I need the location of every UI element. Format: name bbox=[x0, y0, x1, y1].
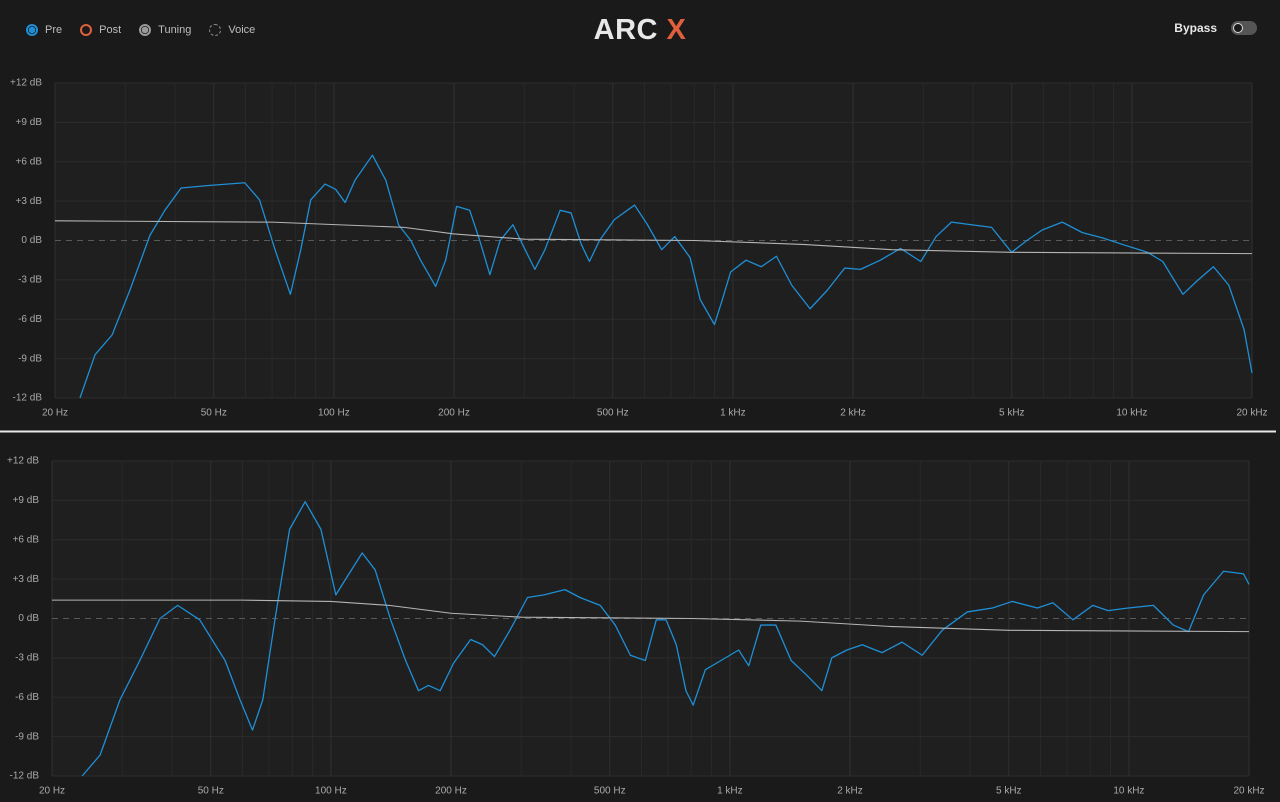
legend-icon bbox=[80, 24, 93, 36]
legend-label: Voice bbox=[228, 24, 256, 36]
target-line bbox=[54, 220, 1253, 255]
response-line bbox=[81, 501, 1250, 777]
target-line bbox=[52, 599, 1250, 633]
y-tick-label: +6 dB bbox=[13, 534, 40, 545]
response-line bbox=[79, 154, 1253, 399]
y-tick-label: -12 dB bbox=[10, 771, 40, 782]
legend-icon bbox=[26, 24, 38, 36]
y-tick-label: -6 dB bbox=[18, 314, 42, 325]
bypass-label: Bypass bbox=[1174, 21, 1217, 35]
y-tick-label: +12 dB bbox=[7, 456, 39, 467]
y-tick-label: 0 dB bbox=[18, 613, 39, 624]
x-tick-label: 20 Hz bbox=[39, 786, 65, 797]
y-tick-label: +3 dB bbox=[13, 574, 40, 585]
x-tick-label: 200 Hz bbox=[435, 786, 467, 797]
x-tick-label: 50 Hz bbox=[198, 786, 224, 797]
legend-item[interactable]: Post bbox=[80, 24, 121, 36]
x-tick-label: 500 Hz bbox=[594, 786, 626, 797]
legend-label: Tuning bbox=[158, 24, 192, 36]
title-accent: X bbox=[666, 14, 687, 46]
y-tick-label: -3 dB bbox=[18, 275, 42, 286]
y-tick-label: -9 dB bbox=[18, 353, 42, 364]
x-tick-label: 100 Hz bbox=[315, 786, 347, 797]
x-tick-label: 1 kHz bbox=[717, 786, 743, 797]
x-tick-label: 20 kHz bbox=[1236, 408, 1267, 419]
x-tick-label: 100 Hz bbox=[318, 408, 350, 419]
y-tick-label: +3 dB bbox=[16, 196, 43, 207]
x-tick-label: 200 Hz bbox=[438, 408, 470, 419]
app-title: ARC X bbox=[0, 14, 1280, 47]
x-tick-label: 5 kHz bbox=[999, 408, 1025, 419]
x-tick-label: 5 kHz bbox=[996, 786, 1022, 797]
legend: Pre Post Tuning Voice bbox=[26, 24, 255, 36]
y-tick-label: 0 dB bbox=[21, 235, 42, 246]
title-text: ARC bbox=[593, 14, 658, 46]
legend-label: Post bbox=[99, 24, 122, 36]
y-tick-label: +9 dB bbox=[16, 117, 43, 128]
x-tick-label: 2 kHz bbox=[837, 786, 863, 797]
legend-icon bbox=[139, 24, 152, 36]
x-tick-label: 50 Hz bbox=[201, 408, 227, 419]
legend-icon bbox=[209, 24, 222, 36]
y-tick-label: -3 dB bbox=[15, 653, 39, 664]
x-tick-label: 2 kHz bbox=[840, 408, 866, 419]
x-tick-label: 1 kHz bbox=[720, 408, 746, 419]
y-tick-label: +9 dB bbox=[13, 495, 40, 506]
legend-item[interactable]: Tuning bbox=[139, 24, 191, 36]
y-tick-label: +6 dB bbox=[16, 156, 43, 167]
y-tick-label: +12 dB bbox=[10, 78, 42, 89]
y-tick-label: -12 dB bbox=[13, 393, 43, 404]
bypass: Bypass bbox=[1174, 21, 1257, 35]
legend-item[interactable]: Voice bbox=[209, 24, 255, 36]
x-tick-label: 10 kHz bbox=[1116, 408, 1147, 419]
legend-label: Pre bbox=[45, 24, 63, 36]
y-tick-label: -6 dB bbox=[15, 692, 39, 703]
bypass-toggle[interactable] bbox=[1231, 21, 1257, 35]
y-tick-label: -9 dB bbox=[15, 731, 39, 742]
x-tick-label: 500 Hz bbox=[597, 408, 629, 419]
x-tick-label: 20 Hz bbox=[42, 408, 68, 419]
legend-item[interactable]: Pre bbox=[26, 24, 62, 36]
x-tick-label: 20 kHz bbox=[1233, 786, 1264, 797]
x-tick-label: 10 kHz bbox=[1113, 786, 1144, 797]
